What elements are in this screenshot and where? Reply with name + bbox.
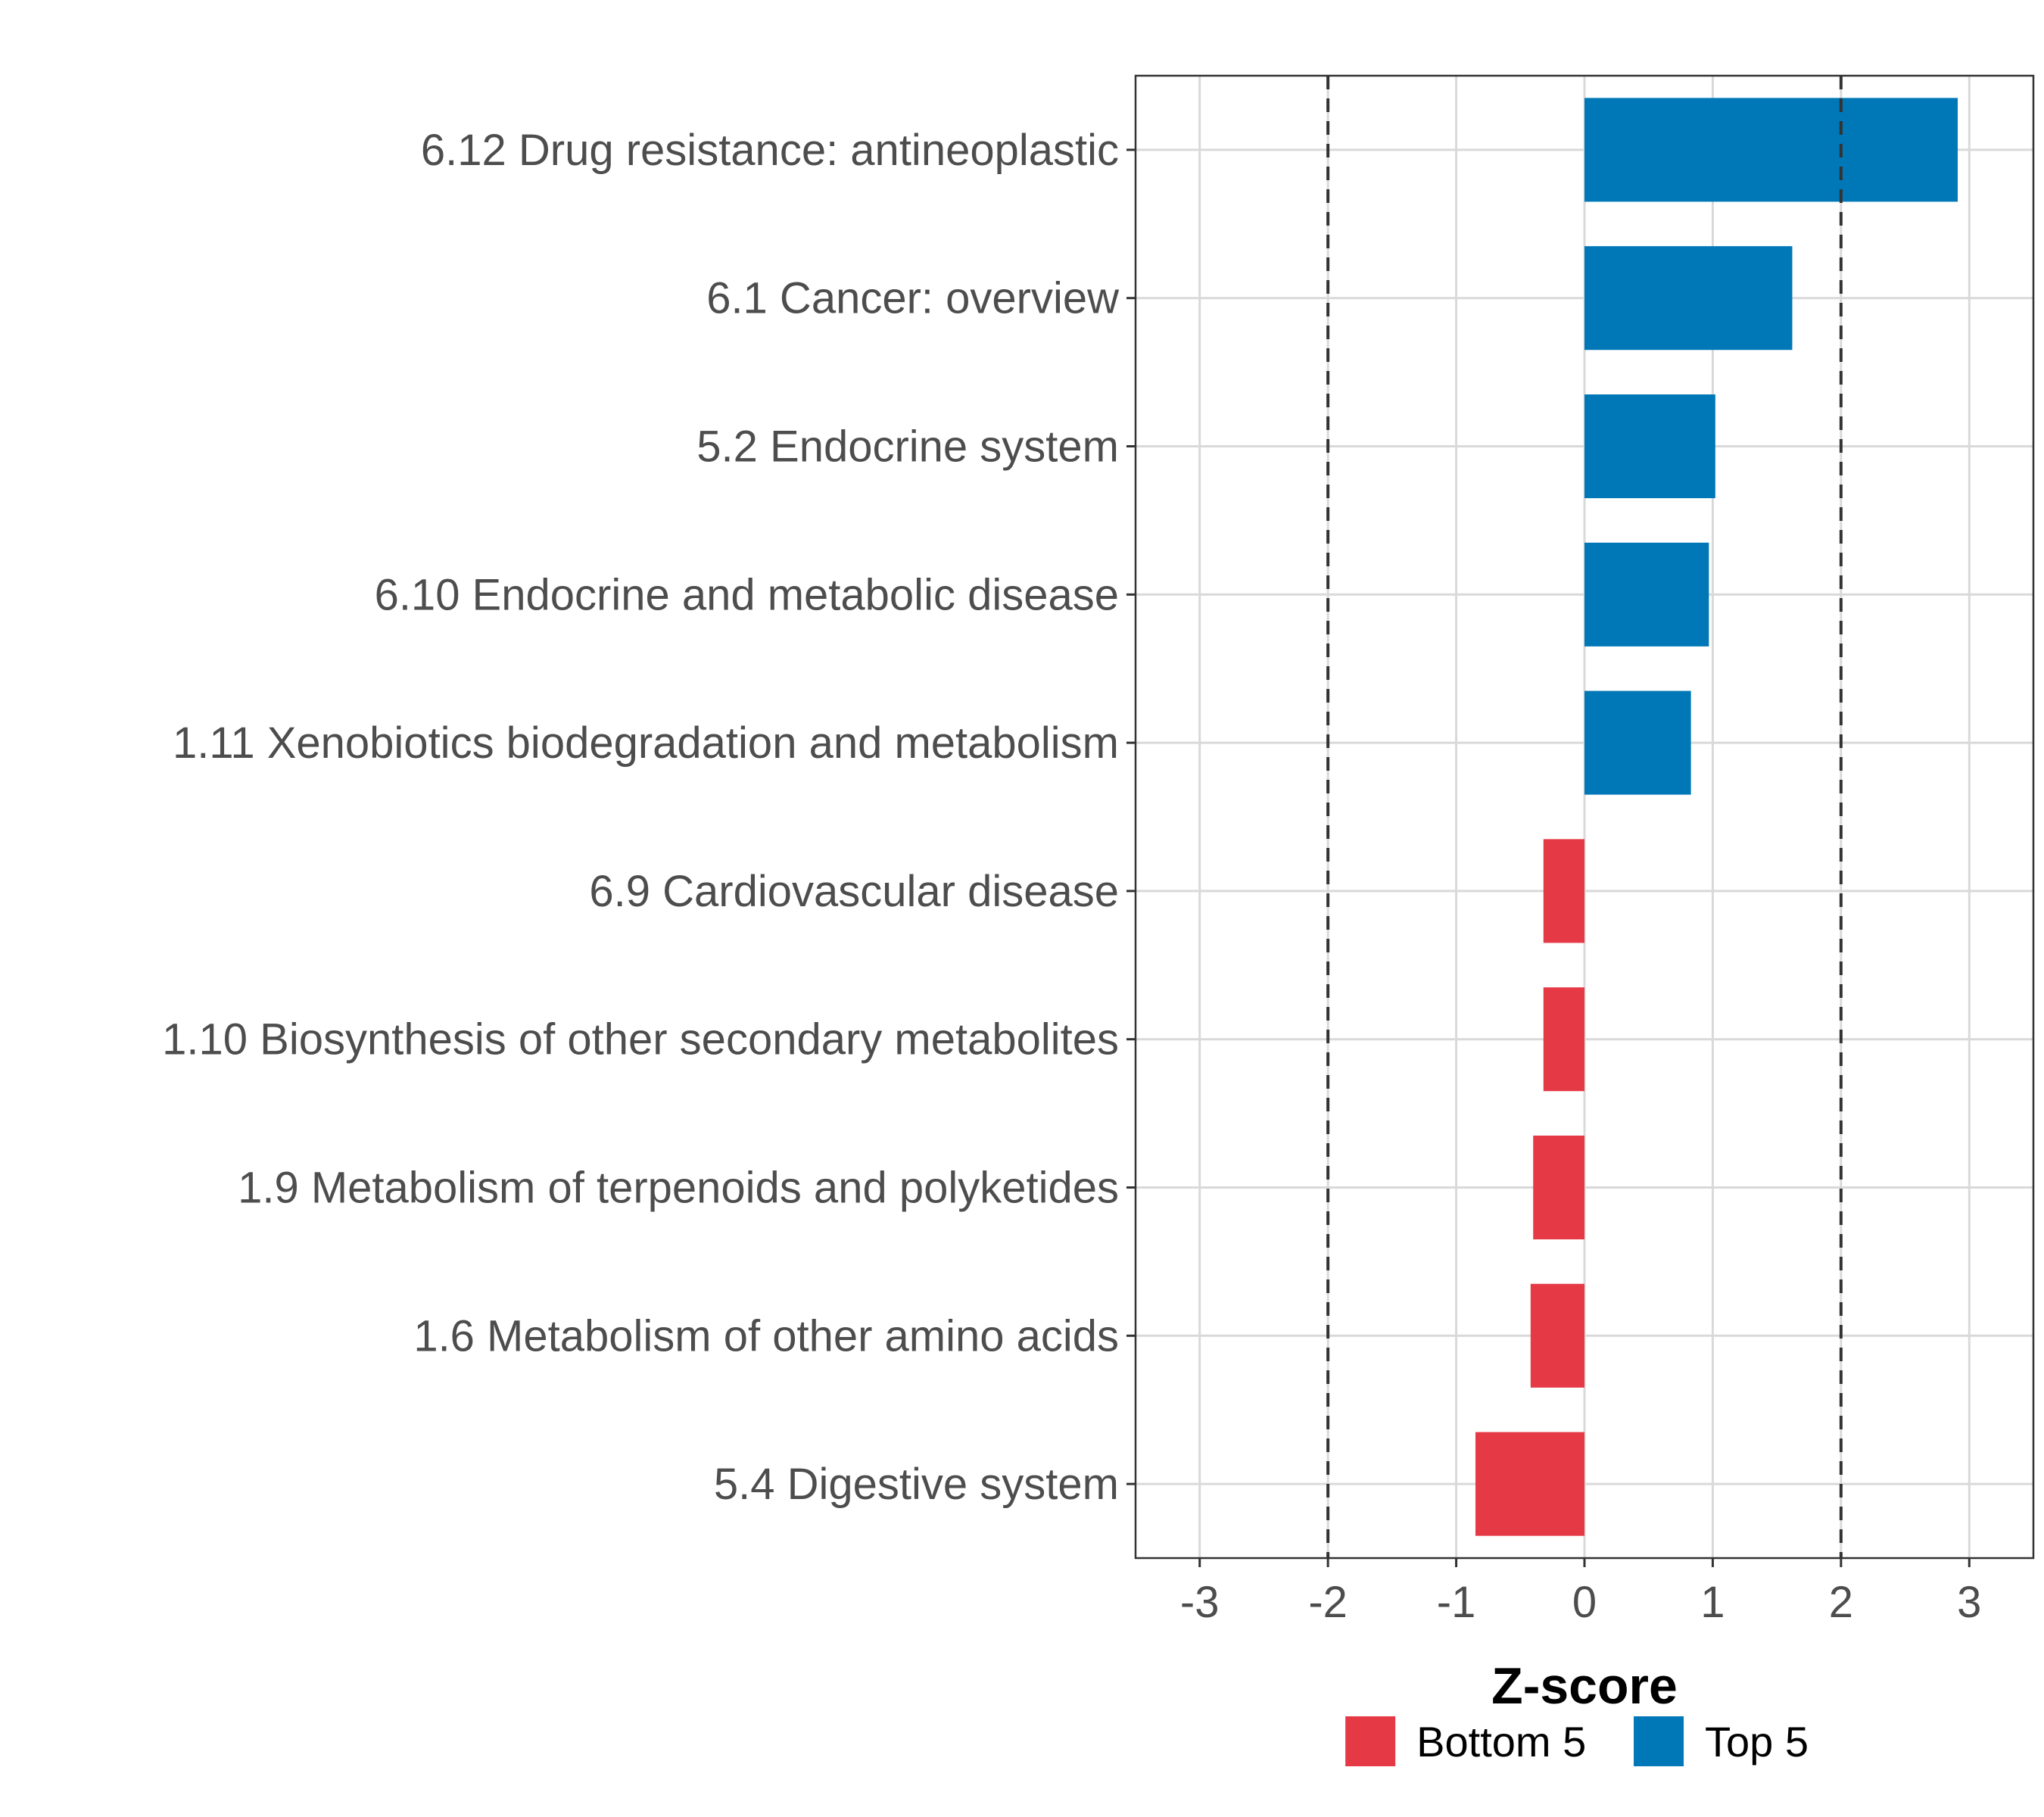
bar-5 — [1543, 839, 1584, 943]
bar-3 — [1584, 542, 1709, 647]
legend-label-0: Bottom 5 — [1416, 1718, 1586, 1766]
category-label-3: 6.10 Endocrine and metabolic disease — [375, 570, 1119, 619]
category-label-2: 5.2 Endocrine system — [696, 422, 1119, 472]
bar-9 — [1475, 1432, 1584, 1536]
legend-swatch-0 — [1345, 1716, 1396, 1766]
bar-layer — [1475, 98, 1958, 1536]
bar-7 — [1533, 1135, 1584, 1240]
category-label-5: 6.9 Cardiovascular disease — [589, 867, 1119, 916]
bar-0 — [1584, 98, 1958, 202]
bar-6 — [1543, 987, 1584, 1092]
category-label-0: 6.12 Drug resistance: antineoplastic — [421, 126, 1119, 175]
legend: Bottom 5 Top 5 — [1345, 1716, 1809, 1766]
x-axis-title: Z-score — [1491, 1657, 1678, 1715]
x-tick-label-5: 2 — [1829, 1578, 1853, 1627]
category-label-8: 1.6 Metabolism of other amino acids — [413, 1311, 1119, 1360]
category-label-1: 6.1 Cancer: overview — [706, 274, 1120, 323]
x-tick-label-1: -2 — [1308, 1578, 1348, 1627]
bar-4 — [1584, 690, 1691, 795]
y-axis: 6.12 Drug resistance: antineoplastic 6.1 … — [162, 126, 1136, 1509]
bar-2 — [1584, 394, 1715, 499]
category-label-9: 5.4 Digestive system — [714, 1460, 1119, 1509]
bar-8 — [1530, 1283, 1584, 1388]
reference-line-layer — [1326, 76, 1843, 1558]
x-tick-label-4: 1 — [1700, 1578, 1725, 1627]
x-tick-label-6: 3 — [1957, 1578, 1981, 1627]
x-tick-label-2: -1 — [1437, 1578, 1476, 1627]
bar-1 — [1584, 246, 1793, 351]
category-label-4: 1.11 Xenobiotics biodegradation and meta… — [173, 718, 1119, 768]
x-tick-label-0: -3 — [1180, 1578, 1220, 1627]
legend-swatch-1 — [1634, 1716, 1684, 1766]
x-axis: -3 -2 -1 0 1 2 3 — [1180, 1558, 1981, 1627]
category-label-7: 1.9 Metabolism of terpenoids and polyket… — [238, 1164, 1119, 1213]
x-tick-label-3: 0 — [1572, 1578, 1597, 1627]
category-label-6: 1.10 Biosynthesis of other secondary met… — [162, 1015, 1119, 1064]
legend-label-1: Top 5 — [1705, 1718, 1809, 1766]
